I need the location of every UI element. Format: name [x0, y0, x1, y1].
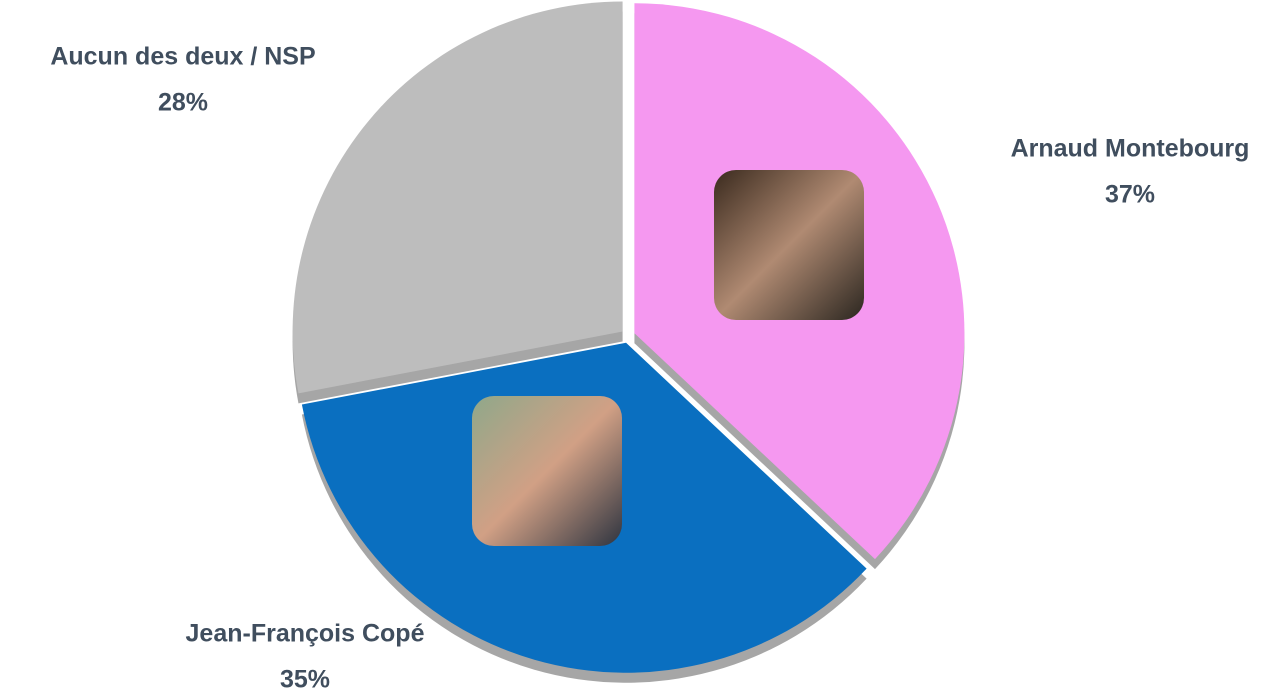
slice: [292, 1, 623, 394]
portrait-photo: [472, 396, 622, 546]
slice-value-label: 35%: [280, 666, 330, 694]
slice-label: Arnaud Montebourg: [1011, 135, 1250, 163]
slice-label: Aucun des deux / NSP: [50, 43, 315, 71]
slice-value-label: 37%: [1105, 181, 1155, 209]
portrait-photo: [714, 170, 864, 320]
slice-label: Jean-François Copé: [186, 620, 425, 648]
pie: [292, 1, 965, 683]
slice-value-label: 28%: [158, 89, 208, 117]
